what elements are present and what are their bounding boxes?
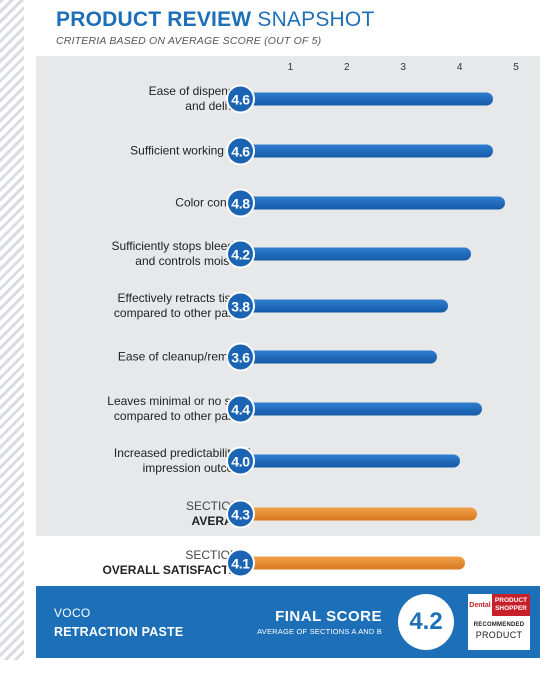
category-label-line: compared to other pastes [113, 306, 250, 320]
score-bar [234, 402, 483, 416]
decorative-hatch [0, 0, 24, 660]
score-badge: 4.4 [226, 394, 255, 424]
x-tick-label: 3 [400, 62, 406, 73]
score-bar [234, 92, 494, 106]
final-score-subtitle: AVERAGE OF SECTIONS A AND B [257, 627, 382, 636]
category-label: Sufficient working time [130, 144, 250, 159]
logo-dental: Dental [469, 601, 491, 609]
recommended-product-logo: Dental PRODUCT SHOPPER RECOMMENDED PRODU… [468, 594, 530, 650]
score-badge: 4.2 [226, 239, 255, 269]
chart-row: Leaves minimal or no stain compared to ot… [36, 389, 540, 429]
footer-product: RETRACTION PASTE [54, 625, 184, 639]
score-bar [234, 247, 471, 261]
category-label-line: impression outcome [142, 461, 250, 475]
final-score-value: 4.2 [398, 594, 454, 650]
page-title: PRODUCT REVIEW SNAPSHOT [56, 8, 374, 32]
x-tick-label: 2 [344, 62, 350, 73]
score-bar [234, 454, 460, 468]
category-label-line: Increased predictability of [113, 446, 250, 460]
x-tick-label: 5 [513, 62, 519, 73]
chart-row: Color contrast 4.8 [36, 183, 540, 223]
score-bar [234, 556, 466, 570]
chart-row: SECTION B OVERALL SATISFACTION 4.1 [36, 543, 540, 583]
title-bold: PRODUCT REVIEW [56, 8, 252, 31]
score-badge: 4.6 [226, 136, 255, 166]
logo-product-shopper: PRODUCT SHOPPER [492, 594, 530, 616]
footer-banner: VOCO RETRACTION PASTE FINAL SCORE AVERAG… [36, 586, 540, 658]
x-tick-label: 1 [287, 62, 294, 73]
title-light: SNAPSHOT [257, 8, 375, 31]
chart-row: Increased predictability of impression ou… [36, 441, 540, 481]
category-label-line: Ease of dispensing [148, 84, 250, 98]
footer-brand: VOCO [54, 606, 91, 620]
page-subtitle: CRITERIA BASED ON AVERAGE SCORE (OUT OF … [56, 35, 322, 47]
chart-row: Effectively retracts tissue compared to o… [36, 286, 540, 326]
chart-row: Ease of dispensing and delivery 4.6 [36, 79, 540, 119]
category-label: Increased predictability of impression ou… [114, 446, 250, 476]
category-label-line: compared to other pastes [113, 409, 250, 423]
category-label: Ease of cleanup/removal [118, 350, 250, 365]
x-tick-label: 4 [456, 62, 463, 73]
category-label-line: Effectively retracts tissue [117, 291, 251, 305]
score-badge: 4.0 [226, 446, 255, 476]
logo-product: PRODUCT [494, 597, 528, 604]
category-label-line: OVERALL SATISFACTION [102, 563, 250, 577]
score-badge: 4.3 [226, 499, 255, 529]
chart-row: Ease of cleanup/removal 3.6 [36, 337, 540, 377]
category-label-line: Sufficiently stops bleeding [111, 239, 250, 253]
logo-shopper: SHOPPER [495, 605, 527, 612]
score-badge: 4.6 [226, 84, 255, 114]
score-bar [234, 196, 505, 210]
score-bar [234, 299, 449, 313]
category-label: Effectively retracts tissue compared to o… [114, 291, 250, 321]
score-badge: 4.8 [226, 188, 255, 218]
score-bar [234, 350, 438, 364]
score-badge: 3.8 [226, 291, 255, 321]
logo-recommended: RECOMMENDED [473, 622, 525, 628]
final-score-label: FINAL SCORE [275, 608, 382, 625]
score-badge: 4.1 [226, 548, 255, 578]
score-badge: 3.6 [226, 342, 255, 372]
chart-row: Sufficiently stops bleeding and controls … [36, 234, 540, 274]
category-label-line: Sufficient working time [130, 143, 250, 158]
category-label-line: Ease of cleanup/removal [117, 349, 250, 364]
score-bar [234, 507, 477, 521]
score-bar [234, 144, 494, 158]
logo-product-word: PRODUCT [475, 630, 523, 640]
chart-row: SECTION A AVERAGE 4.3 [36, 494, 540, 534]
category-label: Sufficiently stops bleeding and controls … [111, 239, 250, 269]
category-label: Leaves minimal or no stain compared to ot… [107, 394, 250, 424]
chart-row: Sufficient working time 4.6 [36, 131, 540, 171]
category-label-line: Leaves minimal or no stain [107, 394, 250, 408]
category-label-line: and controls moisture [135, 254, 250, 268]
